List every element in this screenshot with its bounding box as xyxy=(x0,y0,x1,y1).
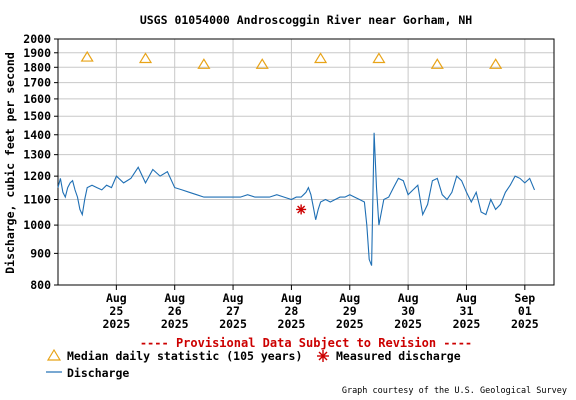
x-tick-label: 2025 xyxy=(453,317,481,331)
x-tick-label: 2025 xyxy=(278,317,306,331)
y-tick-label: 800 xyxy=(30,278,51,292)
x-tick-label: Aug xyxy=(223,291,244,305)
legend-median-triangle-icon xyxy=(46,348,62,361)
x-tick-label: Aug xyxy=(339,291,360,305)
y-axis-label: Discharge, cubic feet per second xyxy=(3,52,17,274)
y-tick-label: 1500 xyxy=(23,109,51,123)
x-axis-ticks: Aug252025Aug262025Aug272025Aug282025Aug2… xyxy=(103,285,539,331)
x-tick-label: Aug xyxy=(164,291,185,305)
asterisk-stroke xyxy=(297,205,306,214)
credit-text: Graph courtesy of the U.S. Geological Su… xyxy=(342,386,567,396)
median-triangle-marker xyxy=(372,52,386,64)
median-triangle-marker xyxy=(197,58,211,69)
median-triangle-marker xyxy=(255,58,269,69)
x-tick-label: 2025 xyxy=(219,317,247,331)
provisional-note: ---- Provisional Data Subject to Revisio… xyxy=(140,336,472,350)
x-tick-label: 2025 xyxy=(336,317,364,331)
x-tick-label: 2025 xyxy=(103,317,131,331)
x-tick-label: 2025 xyxy=(394,317,422,331)
x-tick-label: 2025 xyxy=(161,317,189,331)
x-tick-label: Aug xyxy=(398,291,419,305)
x-tick-label: 28 xyxy=(284,304,298,318)
median-markers xyxy=(80,50,503,69)
median-triangle-marker xyxy=(314,52,328,64)
chart-title: USGS 01054000 Androscoggin River near Go… xyxy=(140,13,472,27)
x-tick-label: Aug xyxy=(456,291,477,305)
median-triangle-marker xyxy=(138,52,153,64)
legend-measured-label: Measured discharge xyxy=(336,349,461,363)
measured-asterisk-marker xyxy=(296,204,307,215)
legend-measured-asterisk-icon xyxy=(317,350,329,362)
x-tick-label: 01 xyxy=(518,304,532,318)
x-tick-label: Aug xyxy=(106,291,127,305)
plot-area-frame xyxy=(57,38,555,286)
x-tick-label: 27 xyxy=(226,304,240,318)
series-layer xyxy=(57,132,536,266)
x-tick-label: Sep xyxy=(514,291,535,305)
legend: Median daily statistic (105 years) Measu… xyxy=(46,348,461,380)
x-tick-label: 30 xyxy=(401,304,415,318)
y-tick-label: 1200 xyxy=(23,169,51,183)
legend-discharge-label: Discharge xyxy=(67,366,129,380)
median-triangle-marker xyxy=(80,50,94,62)
y-tick-label: 1100 xyxy=(23,193,51,207)
y-tick-label: 900 xyxy=(30,246,51,260)
x-tick-label: 26 xyxy=(168,304,182,318)
y-tick-label: 1300 xyxy=(23,148,51,162)
y-tick-label: 1800 xyxy=(23,60,51,74)
x-tick-label: 29 xyxy=(343,304,357,318)
y-tick-label: 1400 xyxy=(23,128,51,142)
y-tick-label: 1600 xyxy=(23,92,51,106)
series-line-discharge xyxy=(57,132,536,266)
legend-median-label: Median daily statistic (105 years) xyxy=(67,349,302,363)
y-tick-label: 2000 xyxy=(23,32,51,46)
y-axis-ticks: 800 900 1000 1100 1200 1300 1400 1500 1600 1700 18… xyxy=(23,32,58,292)
x-tick-label: 2025 xyxy=(511,317,539,331)
median-triangle-marker xyxy=(430,58,444,69)
y-tick-label: 1900 xyxy=(23,46,51,60)
x-tick-label: 25 xyxy=(109,304,123,318)
median-triangle-marker xyxy=(489,58,503,69)
y-tick-label: 1000 xyxy=(23,218,51,232)
x-tick-label: 31 xyxy=(460,304,474,318)
y-tick-label: 1700 xyxy=(23,76,51,90)
grid xyxy=(58,38,554,286)
x-tick-label: Aug xyxy=(281,291,302,305)
measured-markers xyxy=(296,204,307,215)
